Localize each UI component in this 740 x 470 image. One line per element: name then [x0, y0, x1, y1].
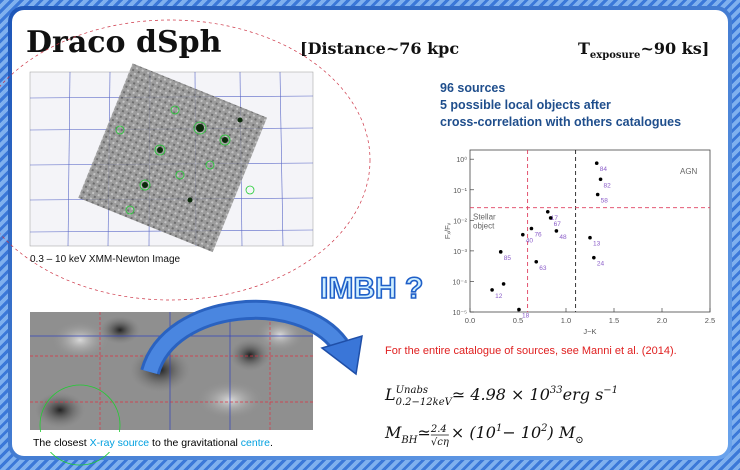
data-point [549, 216, 553, 220]
exposure-symbol: T [578, 39, 590, 58]
caption-segment: centre [241, 437, 270, 449]
point-label: 24 [597, 261, 605, 268]
x-tick-label: 0.0 [465, 316, 475, 325]
bottom-caption: The closest X-ray source to the gravitat… [33, 437, 273, 449]
equation-part: √cη [431, 437, 449, 448]
annotation: Stellar [473, 213, 496, 222]
summary-line: 5 possible local objects after [440, 98, 611, 112]
summary-line: cross-correlation with others catalogues [440, 115, 681, 129]
equation-part: ⊙ [575, 435, 583, 446]
y-tick-label: 10⁻⁴ [453, 279, 468, 286]
data-point [592, 256, 596, 260]
equation-part: L [384, 385, 396, 404]
equation-part: erg s [563, 385, 604, 404]
plot-frame [470, 150, 710, 312]
data-point [502, 282, 506, 286]
caption-segment: . [270, 437, 273, 449]
equation-part: × (10 [451, 423, 496, 442]
point-label: 76 [534, 231, 542, 238]
distance: [Distance~76 kpc [300, 39, 459, 58]
exposure-rest: ~90 ks] [640, 39, 709, 58]
summary-line: 96 sources [440, 81, 505, 95]
point-label: 12 [495, 293, 503, 300]
data-point [517, 308, 521, 312]
data-point [546, 210, 550, 214]
data-point [534, 260, 538, 264]
annotation: object [473, 222, 495, 231]
caption-segment: to the gravitational [149, 437, 241, 449]
point-label: 82 [604, 182, 612, 189]
x-tick-label: 1.0 [561, 316, 571, 325]
reference: For the entire catalogue of sources, see… [385, 345, 677, 357]
data-point [595, 161, 599, 165]
x-tick-label: 2.5 [705, 316, 715, 325]
page: Draco dSph [Distance~76 kpc Texposure~90… [0, 0, 740, 470]
equation-part: ≃ 4.98 × 10 [452, 385, 550, 404]
equation-part: ) M [547, 423, 576, 442]
y-tick-label: 10⁻¹ [453, 188, 467, 195]
data-point [555, 229, 559, 233]
y-tick-label: 10⁻⁵ [453, 310, 467, 317]
data-point [490, 288, 494, 292]
caption-segment: X-ray source [90, 437, 150, 449]
equation-part: − 10 [502, 423, 541, 442]
equation-part: −1 [603, 385, 618, 396]
equation-part: BH [400, 435, 417, 446]
annotation: AGN [680, 167, 698, 176]
point-label: 63 [539, 265, 547, 272]
data-point [499, 250, 503, 254]
point-label: 84 [600, 166, 608, 173]
y-tick-label: 10⁻² [453, 218, 467, 225]
point-label: 58 [601, 197, 609, 204]
exposure-subscript: exposure [590, 50, 641, 61]
equation-part: 0.2−12keV [396, 397, 454, 408]
point-label: 40 [526, 238, 534, 245]
point-label: 67 [554, 221, 562, 228]
equation-part: ≃ [417, 423, 430, 442]
data-point [588, 236, 592, 240]
point-label: 13 [593, 241, 601, 248]
data-point [530, 227, 534, 231]
data-point [596, 193, 600, 197]
equation-part: M [384, 423, 402, 442]
equation-part: 2 [540, 423, 547, 434]
slide: Draco dSph [Distance~76 kpc Texposure~90… [0, 0, 740, 470]
title: Draco dSph [26, 25, 222, 60]
point-label: 48 [559, 234, 567, 241]
x-tick-label: 2.0 [657, 316, 667, 325]
caption-segment: The closest [33, 437, 90, 449]
data-point [521, 233, 525, 237]
image-caption: 0.3 – 10 keV XMM-Newton Image [30, 254, 181, 265]
y-tick-label: 10⁰ [456, 156, 467, 164]
data-point [599, 177, 603, 181]
point-label: 85 [504, 255, 512, 262]
callout: IMBH ? [320, 272, 423, 305]
equation-part: 33 [550, 385, 563, 396]
equation-part: Unabs [396, 385, 428, 396]
x-tick-label: 1.5 [609, 316, 619, 325]
point-label: 18 [522, 313, 530, 320]
equation-part: 2.4 [430, 424, 447, 435]
y-tick-label: 10⁻³ [453, 249, 467, 256]
x-axis-label: J−K [583, 327, 596, 336]
y-axis-label: Fₓ/Fᵥ [443, 222, 452, 239]
